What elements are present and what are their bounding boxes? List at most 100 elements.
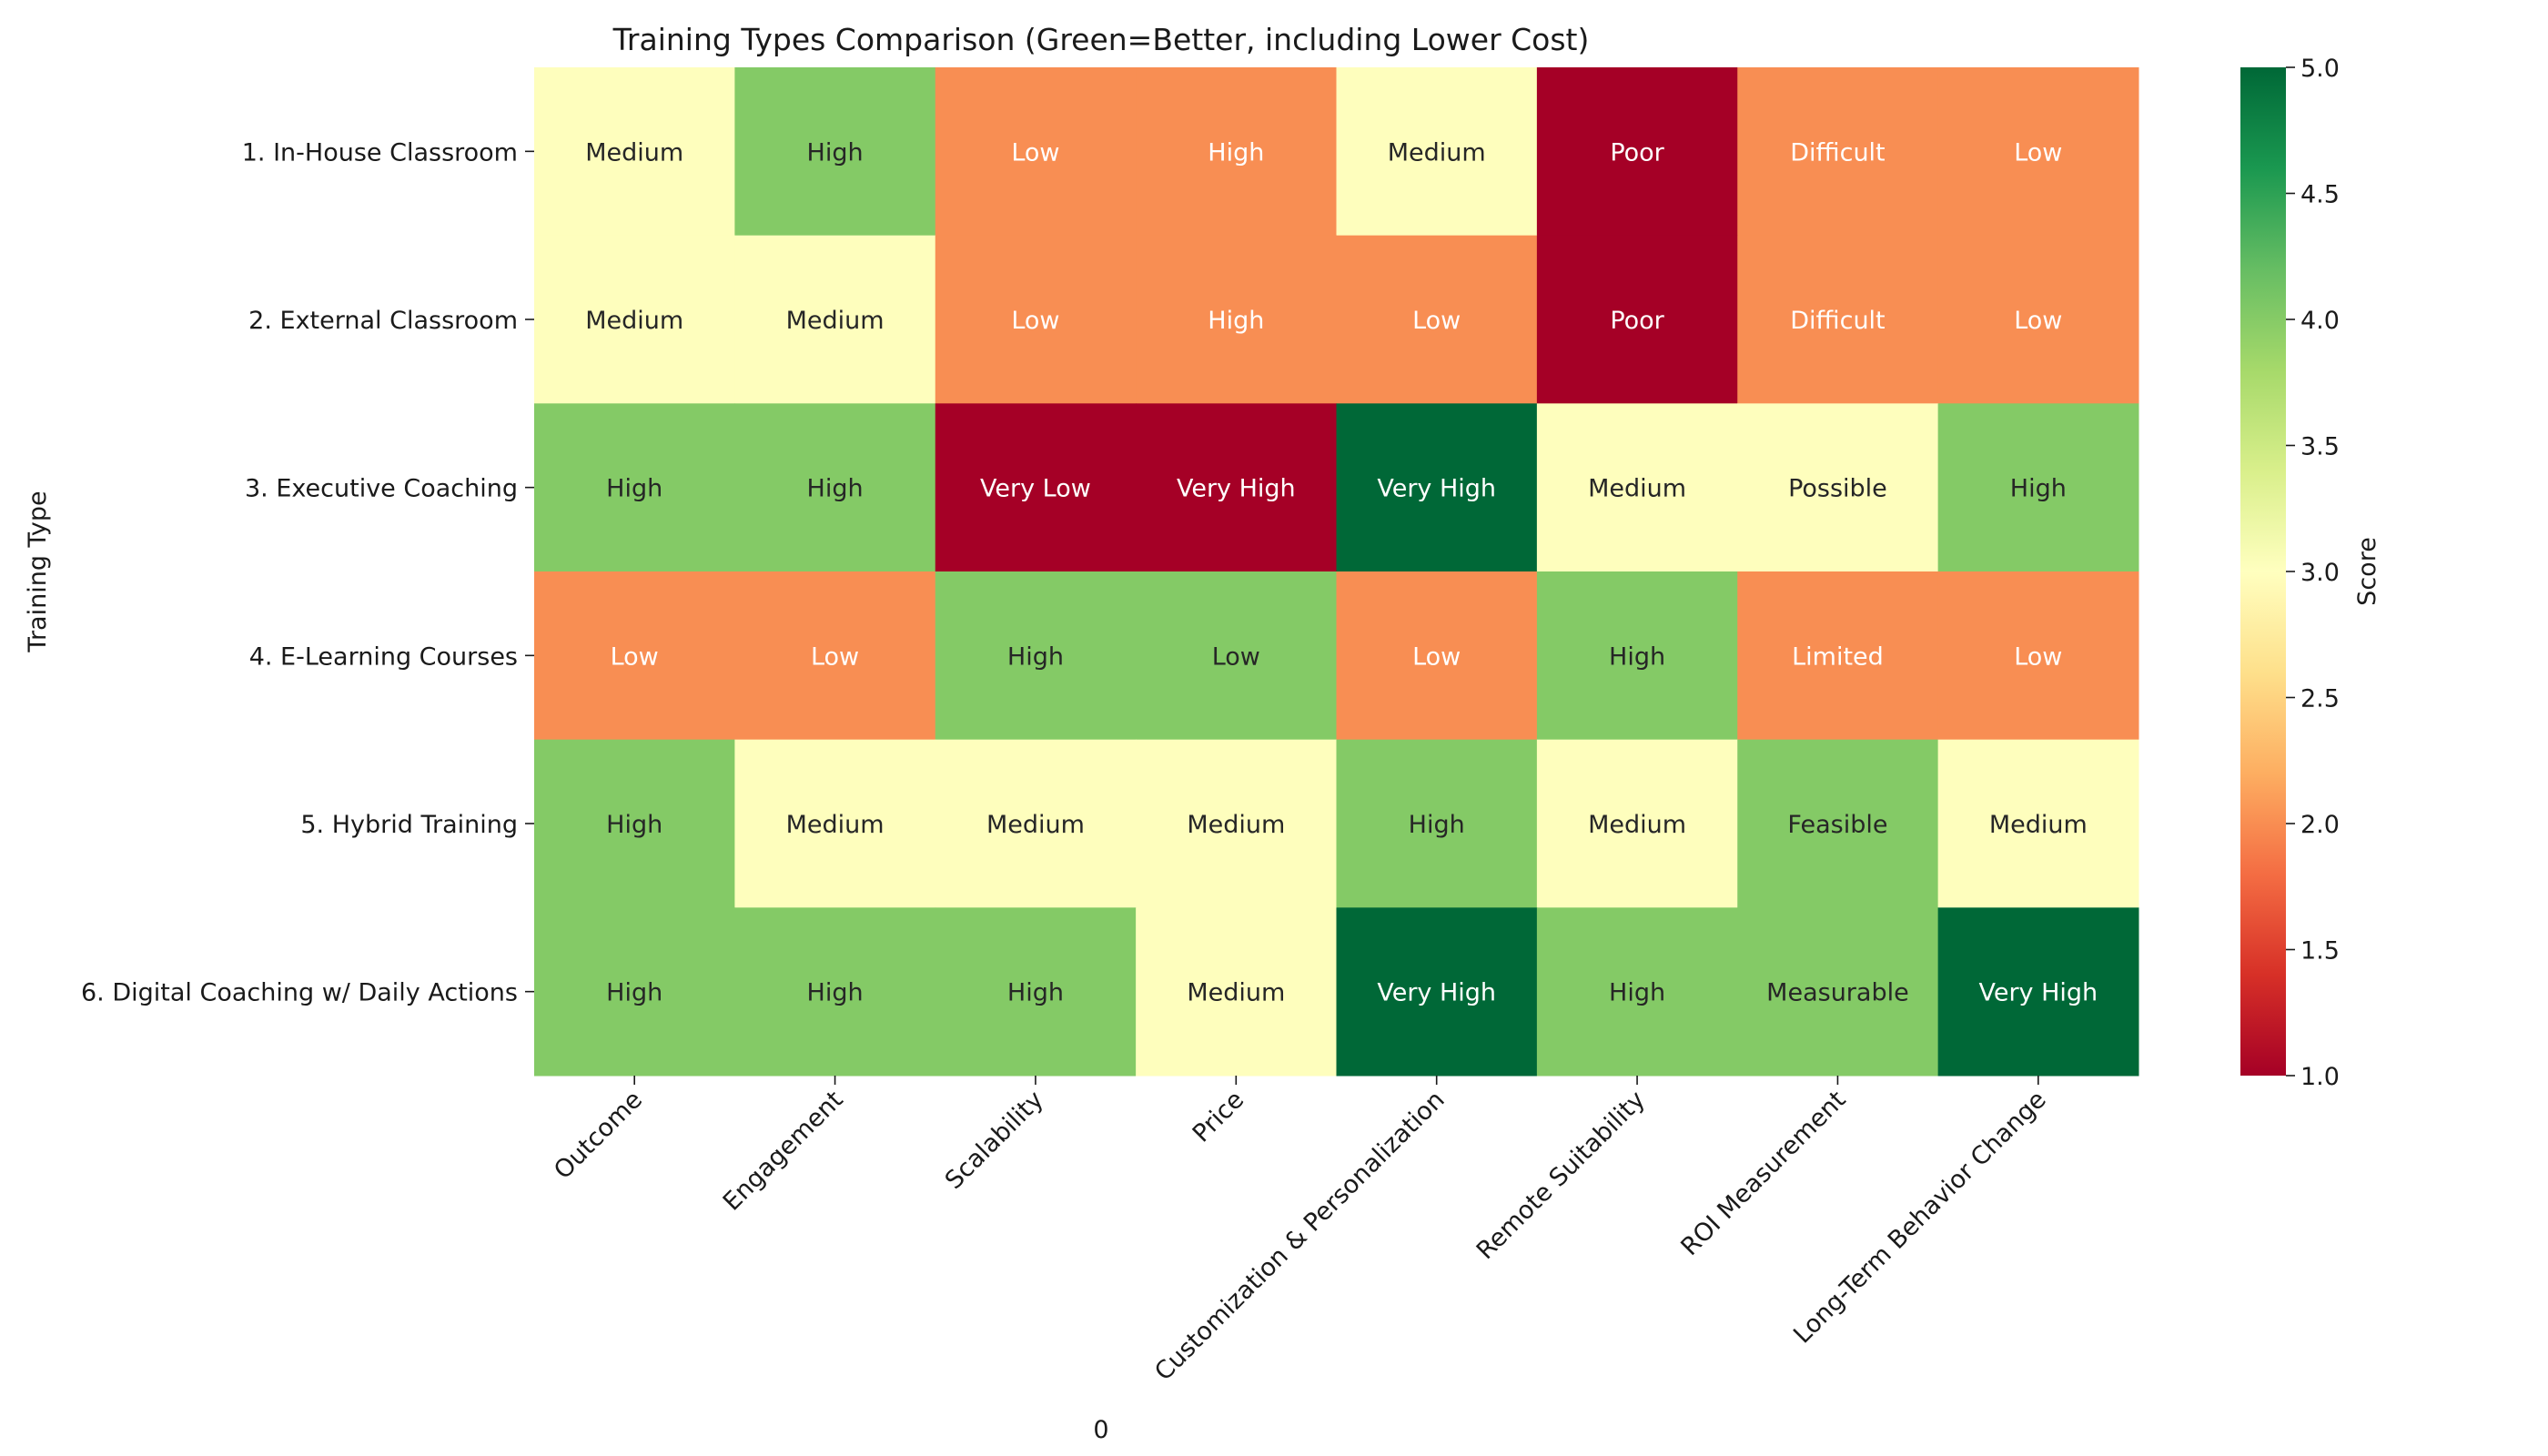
heatmap-cell [1136,907,1337,1077]
cell-value-label: Low [2014,307,2062,335]
cell-value-label: Low [1212,642,1260,671]
colorbar-tick-label: 3.0 [2300,559,2340,587]
row-tick-labels: 1. In-House Classroom 2. External Classro… [81,138,534,1007]
heatmap-cell [534,235,735,404]
heatmap-cell [534,67,735,237]
cell-value-label: Low [611,642,659,671]
heatmap-cell [534,739,735,908]
heatmap-cell [935,739,1137,908]
heatmap-cell [1737,403,1939,572]
cell-value-label: Low [811,642,859,671]
heatmap-cell [935,403,1137,572]
cell-value-label: Medium [786,307,885,335]
column-tick-label: Remote Suitability [1471,1086,1651,1265]
column-tick-label: Price [1188,1086,1250,1148]
cell-value-label: High [807,979,864,1007]
cell-value-label: Medium [1187,979,1285,1007]
column-tick-label: ROI Measurement [1675,1086,1851,1261]
cell-value-label: Medium [1187,811,1285,839]
heatmap-cell [534,571,735,741]
heatmap-cell [1536,571,1738,741]
colorbar-tick-label: 4.0 [2300,307,2340,335]
cell-value-label: Very High [1377,475,1496,503]
column-tick-label: Outcome [549,1086,648,1185]
heatmap-cell [935,907,1137,1077]
colorbar-tick-label: 1.0 [2300,1063,2340,1091]
heatmap-cell [534,907,735,1077]
heatmap-cell [935,67,1137,237]
column-tick-labels: Outcome Engagement Scalability PriceCustomi… [549,1076,2052,1386]
cell-value-label: Low [1412,642,1461,671]
colorbar: 1.0 1.5 2.0 2.5 3.0 3.5 4.0 4.5 5.0 Score [2240,55,2381,1091]
heatmap-cell [1336,907,1538,1077]
cell-value-label: Medium [1388,138,1486,167]
colorbar-tick-label: 2.0 [2300,811,2340,839]
cell-value-label: Very High [1177,475,1296,503]
cell-value-label: Medium [1989,811,2088,839]
cell-value-label: High [1007,979,1064,1007]
colorbar-tick-label: 5.0 [2300,55,2340,83]
cell-value-label: Measurable [1766,979,1909,1007]
column-tick-label: Scalability [940,1086,1049,1195]
heatmap-cell [1937,907,2139,1077]
cell-value-label: Medium [585,307,683,335]
heatmap-cell [1336,739,1538,908]
cell-value-label: High [1208,307,1264,335]
heatmap-cell [1737,739,1939,908]
cell-value-label: Medium [1588,811,1686,839]
row-tick-label: 5. Hybrid Training [300,811,518,839]
cell-value-label: Feasible [1787,811,1887,839]
heatmap-cell [1737,907,1939,1077]
heatmap-cell [1737,67,1939,237]
heatmap-cell [1336,67,1538,237]
colorbar-ticks: 1.0 1.5 2.0 2.5 3.0 3.5 4.0 4.5 5.0 [2286,55,2340,1091]
cell-value-label: High [2010,475,2067,503]
cell-value-label: Medium [1588,475,1686,503]
heatmap-cells: Medium High Low High Medium Poor Difficult Low M… [534,67,2139,1077]
heatmap-cell [1136,739,1337,908]
row-tick-label: 2. External Classroom [248,307,518,335]
heatmap-cell [1136,571,1337,741]
heatmap-cell [1937,403,2139,572]
cell-value-label: Medium [585,138,683,167]
cell-value-label: High [1609,979,1665,1007]
heatmap-cell [1336,403,1538,572]
heatmap-cell [734,235,936,404]
heatmap-cell [1737,235,1939,404]
colorbar-tick-label: 1.5 [2300,937,2340,966]
cell-value-label: Poor [1610,138,1664,167]
cell-value-label: Low [1011,307,1059,335]
row-tick-label: 4. E-Learning Courses [249,642,518,671]
heatmap-cell [1937,571,2139,741]
cell-value-label: Poor [1610,307,1664,335]
cell-value-label: Low [2014,138,2062,167]
cell-value-label: High [1409,811,1465,839]
cell-value-label: High [1208,138,1264,167]
cell-value-label: Medium [986,811,1085,839]
heatmap-cell [734,739,936,908]
cell-value-label: Low [1412,307,1461,335]
row-tick-label: 6. Digital Coaching w/ Daily Actions [81,979,518,1007]
heatmap-cell [935,571,1137,741]
row-tick-label: 1. In-House Classroom [242,138,518,167]
cell-value-label: High [606,979,662,1007]
cell-value-label: High [606,475,662,503]
y-axis-title: Training Type [24,490,52,652]
colorbar-label: Score [2353,537,2381,606]
cell-value-label: Very Low [980,475,1091,503]
cell-value-label: Low [1011,138,1059,167]
heatmap-cell [1737,571,1939,741]
heatmap-cell [734,67,936,237]
heatmap-cell [534,403,735,572]
cell-value-label: Difficult [1790,307,1885,335]
cell-value-label: High [1007,642,1064,671]
colorbar-tick-label: 4.5 [2300,181,2340,209]
heatmap-cell [935,235,1137,404]
heatmap-cell [1136,235,1337,404]
heatmap-cell [1937,67,2139,237]
cell-value-label: Limited [1792,642,1884,671]
cell-value-label: Very High [1377,979,1496,1007]
colorbar-gradient [2240,67,2286,1076]
chart-title: Training Types Comparison (Green=Better,… [612,22,1590,57]
colorbar-tick-label: 3.5 [2300,433,2340,461]
